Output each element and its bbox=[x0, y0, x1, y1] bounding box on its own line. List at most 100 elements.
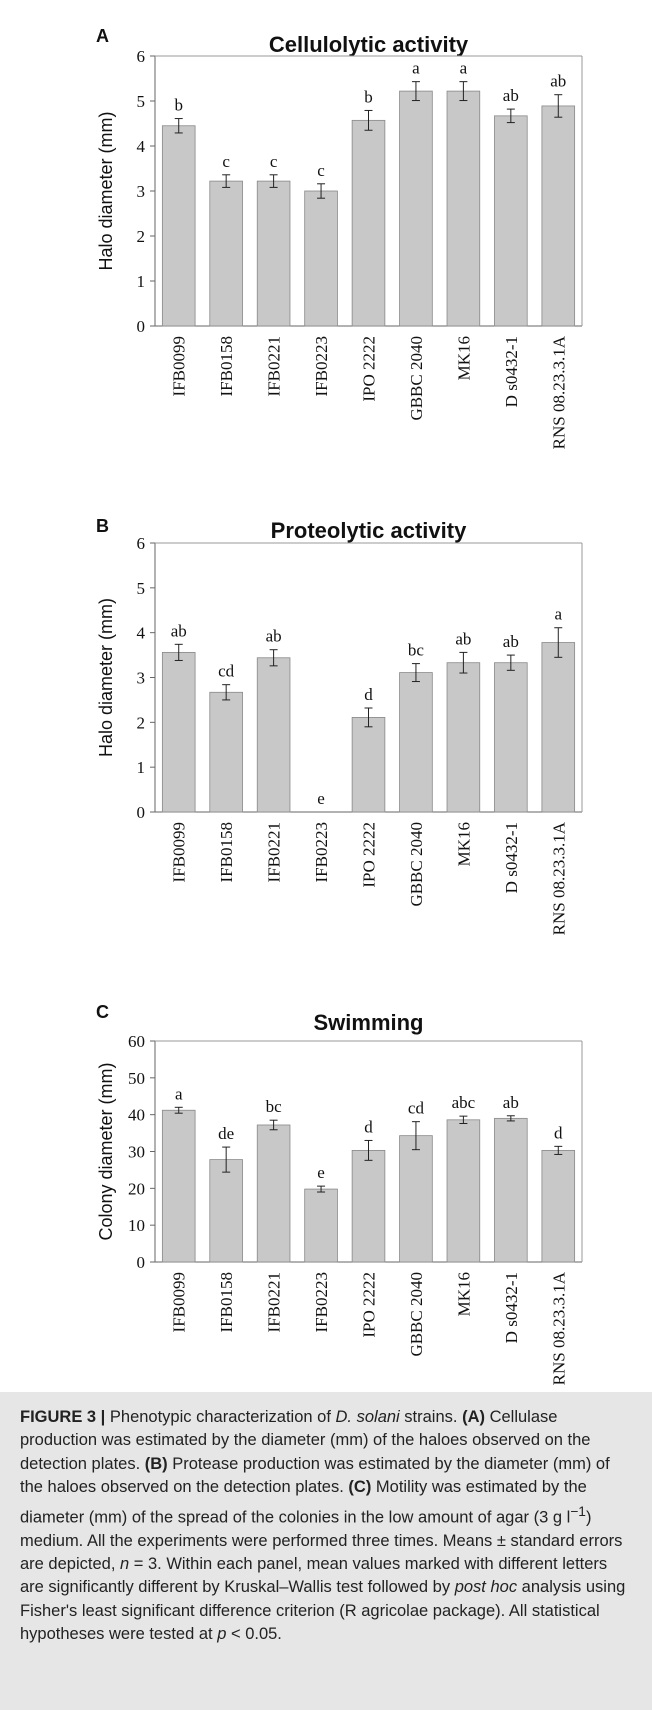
caption-stats-text: = 3. Within each panel, mean values mark… bbox=[20, 1554, 608, 1597]
panel-c-label: C bbox=[96, 1002, 109, 1022]
panel-a-significance-letter: c bbox=[270, 152, 278, 171]
panel-a-significance-letter: a bbox=[412, 59, 420, 78]
panel-c-y-tick-label: 20 bbox=[128, 1179, 145, 1198]
panel-c-bar bbox=[304, 1188, 338, 1263]
panel-a-category-label: RNS 08.23.3.1A bbox=[549, 335, 568, 449]
figure-caption: FIGURE 3 | Phenotypic characterization o… bbox=[0, 1392, 652, 1710]
panel-b-bar bbox=[161, 651, 196, 813]
panel-c-significance-letter: de bbox=[218, 1124, 234, 1143]
panel-a-bar bbox=[209, 180, 243, 327]
caption-label: FIGURE 3 | bbox=[20, 1408, 106, 1426]
caption-stats-text2: analysis using Fisher's least significan… bbox=[20, 1578, 626, 1644]
panel-c-y-tick-label: 50 bbox=[128, 1069, 145, 1088]
panel-b-significance-letter: cd bbox=[218, 662, 235, 681]
caption-c-text2: ) medium. All the experiments were perfo… bbox=[20, 1508, 623, 1573]
panel-b-significance-letter: ab bbox=[171, 621, 187, 640]
panel-b-significance-letter: d bbox=[364, 685, 373, 704]
panel-b-significance-letter: ab bbox=[503, 632, 519, 651]
panel-b-category-label: IFB0158 bbox=[217, 822, 236, 882]
panel-b-label: B bbox=[96, 516, 109, 536]
panel-c-category-label: IFB0223 bbox=[312, 1272, 331, 1332]
panel-a-category-label: MK16 bbox=[454, 336, 473, 380]
panel-a-bar bbox=[541, 105, 576, 327]
panel-a-significance-letter: c bbox=[317, 161, 325, 180]
panel-b-y-tick-label: 2 bbox=[137, 713, 146, 732]
panel-c-category-label: IFB0099 bbox=[170, 1272, 189, 1332]
panel-a-category-label: D s0432-1 bbox=[502, 336, 521, 407]
panel-c-y-tick-label: 10 bbox=[128, 1216, 145, 1235]
panel-b-category-label: RNS 08.23.3.1A bbox=[549, 821, 568, 935]
panel-c-significance-letter: a bbox=[175, 1084, 183, 1103]
panel-a-y-tick-label: 1 bbox=[137, 272, 146, 291]
panel-b-category-label: IFB0223 bbox=[312, 822, 331, 882]
panel-c-y-axis-label: Colony diameter (mm) bbox=[96, 1062, 116, 1240]
panel-c-category-label: RNS 08.23.3.1A bbox=[549, 1271, 568, 1385]
panel-b-category-label: IFB0099 bbox=[170, 822, 189, 882]
panel-c-bar bbox=[446, 1119, 481, 1263]
caption-n: n bbox=[119, 1554, 130, 1573]
panel-c-title: Swimming bbox=[313, 1010, 423, 1035]
panel-a-y-tick-label: 0 bbox=[137, 317, 146, 336]
panel-c-category-label: MK16 bbox=[454, 1272, 473, 1316]
caption-species: D. solani bbox=[335, 1408, 400, 1426]
panel-b-bar bbox=[494, 662, 528, 813]
panel-c-category-label: IPO 2222 bbox=[360, 1272, 379, 1338]
panel-b-category-label: IPO 2222 bbox=[360, 822, 379, 888]
panel-c-significance-letter: d bbox=[364, 1117, 373, 1136]
panel-a-category-label: IFB0158 bbox=[217, 336, 236, 396]
panel-a-category-label: IFB0223 bbox=[312, 336, 331, 396]
panel-b-y-tick-label: 5 bbox=[137, 579, 146, 598]
caption-superscript: −1 bbox=[570, 1503, 586, 1519]
caption-post-hoc: post hoc bbox=[454, 1578, 518, 1597]
panel-c-y-tick-label: 0 bbox=[137, 1253, 146, 1272]
panel-b-bar bbox=[399, 672, 433, 813]
panel-a-category-label: IPO 2222 bbox=[360, 336, 379, 402]
caption-b-label: (B) bbox=[144, 1454, 168, 1473]
panel-a-significance-letter: ab bbox=[503, 86, 519, 105]
caption-a-text: Cellulase production was estimated by th… bbox=[20, 1408, 591, 1473]
panel-c-significance-letter: abc bbox=[452, 1093, 476, 1112]
panel-c-bar bbox=[351, 1149, 386, 1263]
panel-b-category-label: GBBC 2040 bbox=[407, 822, 426, 907]
panel-c-bar bbox=[399, 1135, 433, 1263]
panel-a-significance-letter: b bbox=[174, 96, 183, 115]
panel-b-y-tick-label: 3 bbox=[137, 669, 146, 688]
panel-a-category-label: GBBC 2040 bbox=[407, 336, 426, 421]
panel-a-bar bbox=[446, 90, 481, 327]
panel-a-y-axis-label: Halo diameter (mm) bbox=[96, 111, 116, 270]
panel-c-bar bbox=[541, 1149, 576, 1263]
panel-c-y-tick-label: 60 bbox=[128, 1032, 145, 1051]
panel-b-title: Proteolytic activity bbox=[271, 518, 467, 543]
panel-b-significance-letter: a bbox=[555, 605, 563, 624]
panel-a-significance-letter: b bbox=[364, 87, 373, 106]
panel-a-category-label: IFB0221 bbox=[265, 336, 284, 396]
panel-c-bar bbox=[161, 1109, 196, 1263]
panel-c-bar bbox=[494, 1117, 528, 1263]
caption-b-text: Protease production was estimated by the… bbox=[20, 1454, 610, 1497]
panel-b-y-tick-label: 6 bbox=[137, 534, 146, 553]
caption-p: p bbox=[217, 1625, 227, 1644]
panel-b-y-tick-label: 4 bbox=[137, 624, 146, 643]
panel-a-label: A bbox=[96, 26, 109, 46]
panel-b-y-axis-label: Halo diameter (mm) bbox=[96, 598, 116, 757]
panel-a-y-tick-label: 6 bbox=[137, 47, 146, 66]
panel-a-bar bbox=[494, 115, 528, 327]
panel-a-bar bbox=[304, 190, 338, 327]
panel-b-significance-letter: bc bbox=[408, 641, 425, 660]
panel-c-category-label: GBBC 2040 bbox=[407, 1272, 426, 1357]
caption-a-label: (A) bbox=[462, 1408, 485, 1426]
panel-a-y-tick-label: 3 bbox=[137, 182, 146, 201]
panel-c-significance-letter: d bbox=[554, 1123, 563, 1142]
panel-c-significance-letter: cd bbox=[408, 1099, 425, 1118]
figure-area: A Cellulolytic activity 0 1 2 3 4 5 6 Halo diamet… bbox=[96, 26, 583, 1385]
caption-c-label: (C) bbox=[348, 1478, 372, 1497]
panel-c-bar bbox=[209, 1159, 243, 1263]
caption-intro-end: strains. bbox=[399, 1408, 463, 1426]
panel-b-category-label: D s0432-1 bbox=[502, 822, 521, 893]
panel-b-category-label: MK16 bbox=[454, 822, 473, 866]
figure-svg: A Cellulolytic activity 0 1 2 3 4 5 6 Halo diamet… bbox=[96, 26, 583, 1385]
panel-c-significance-letter: e bbox=[317, 1163, 325, 1182]
panel-c-category-label: IFB0158 bbox=[217, 1272, 236, 1332]
panel-a-y-tick-label: 2 bbox=[137, 227, 146, 246]
panel-c-category-label: D s0432-1 bbox=[502, 1272, 521, 1343]
